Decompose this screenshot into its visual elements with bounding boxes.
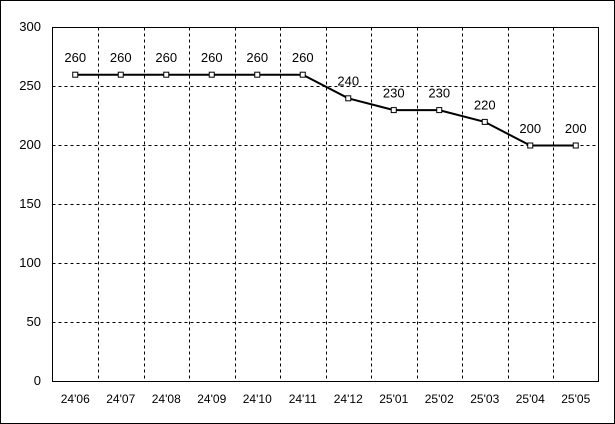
x-tick-label: 25'04 <box>516 392 545 406</box>
y-tick-label: 50 <box>27 314 41 329</box>
plot-border <box>52 27 599 382</box>
x-tick-label: 24'07 <box>106 392 135 406</box>
marker <box>254 71 261 78</box>
marker <box>481 118 488 125</box>
y-tick-label: 0 <box>34 373 41 388</box>
marker <box>163 71 170 78</box>
marker <box>572 142 579 149</box>
x-tick-label: 24'10 <box>243 392 272 406</box>
marker <box>527 142 534 149</box>
y-tick-label: 300 <box>19 19 41 34</box>
data-label: 200 <box>519 121 541 136</box>
x-tick-label: 25'01 <box>379 392 408 406</box>
data-line <box>75 73 576 147</box>
data-label: 260 <box>64 50 86 65</box>
data-label: 260 <box>292 50 314 65</box>
marker <box>299 71 306 78</box>
data-label: 260 <box>201 50 223 65</box>
data-label: 260 <box>110 50 132 65</box>
y-tick-label: 200 <box>19 137 41 152</box>
x-tick-label: 24'09 <box>197 392 226 406</box>
marker <box>72 71 79 78</box>
marker <box>208 71 215 78</box>
data-label: 220 <box>474 97 496 112</box>
y-tick-label: 150 <box>19 196 41 211</box>
y-tick-label: 250 <box>19 78 41 93</box>
x-tick-label: 24'08 <box>152 392 181 406</box>
marker <box>345 95 352 102</box>
data-label: 230 <box>383 86 405 101</box>
y-tick-label: 100 <box>19 255 41 270</box>
x-tick-label: 24'11 <box>289 392 317 406</box>
x-tick-label: 24'06 <box>61 392 90 406</box>
data-label: 200 <box>565 121 587 136</box>
x-tick-label: 25'02 <box>425 392 454 406</box>
data-label: 230 <box>428 86 450 101</box>
marker <box>117 71 124 78</box>
data-label: 260 <box>246 50 268 65</box>
x-tick-label: 25'03 <box>470 392 499 406</box>
data-label: 260 <box>155 50 177 65</box>
data-label: 240 <box>337 74 359 89</box>
x-tick-label: 25'05 <box>561 392 590 406</box>
marker <box>436 107 443 114</box>
marker <box>390 107 397 114</box>
x-tick-label: 24'12 <box>334 392 363 406</box>
